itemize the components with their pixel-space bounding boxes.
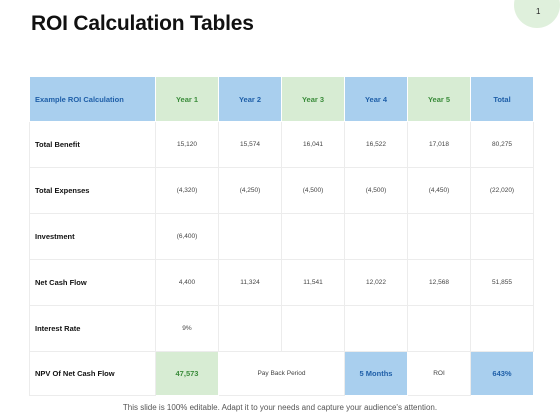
header-cell: Year 2 bbox=[218, 76, 282, 122]
table-cell bbox=[470, 213, 534, 260]
table-cell bbox=[407, 305, 471, 352]
row-label: Total Expenses bbox=[29, 167, 156, 214]
header-cell: Year 5 bbox=[407, 76, 471, 122]
table-cell: Pay Back Period bbox=[218, 351, 345, 396]
table-row: NPV Of Net Cash Flow 47,573 Pay Back Perio… bbox=[29, 351, 534, 396]
table-header: Example ROI Calculation Year 1 Year 2 Year… bbox=[29, 76, 534, 122]
table-cell: 15,574 bbox=[218, 121, 282, 168]
table-cell bbox=[281, 305, 345, 352]
table-cell bbox=[344, 305, 408, 352]
table-cell: 11,324 bbox=[218, 259, 282, 306]
table-cell: 15,120 bbox=[155, 121, 219, 168]
table-cell: 12,568 bbox=[407, 259, 471, 306]
table-cell: (22,020) bbox=[470, 167, 534, 214]
table-cell: (4,250) bbox=[218, 167, 282, 214]
table-cell: 47,573 bbox=[155, 351, 219, 396]
table-cell bbox=[281, 213, 345, 260]
table-cell: (4,450) bbox=[407, 167, 471, 214]
table-row: Net Cash Flow 4,400 11,324 11,541 12,022 12,5… bbox=[29, 259, 534, 306]
table-cell: ROI bbox=[407, 351, 471, 396]
header-row: Example ROI Calculation Year 1 Year 2 Year… bbox=[29, 76, 534, 122]
table-row: Interest Rate 9% bbox=[29, 305, 534, 352]
table-cell: (4,500) bbox=[344, 167, 408, 214]
table-cell: 4,400 bbox=[155, 259, 219, 306]
table-cell: 11,541 bbox=[281, 259, 345, 306]
page-number: 1 bbox=[536, 7, 541, 16]
row-label: NPV Of Net Cash Flow bbox=[29, 351, 156, 396]
table-cell: 643% bbox=[470, 351, 534, 396]
header-cell: Year 3 bbox=[281, 76, 345, 122]
table-cell: 9% bbox=[155, 305, 219, 352]
table-cell: 5 Months bbox=[344, 351, 408, 396]
table-cell: (4,500) bbox=[281, 167, 345, 214]
table-cell: 80,275 bbox=[470, 121, 534, 168]
table-cell: 17,018 bbox=[407, 121, 471, 168]
row-label: Net Cash Flow bbox=[29, 259, 156, 306]
header-cell: Year 1 bbox=[155, 76, 219, 122]
table-row: Total Benefit 15,120 15,574 16,041 16,522 17,… bbox=[29, 121, 534, 168]
table-cell: (6,400) bbox=[155, 213, 219, 260]
table-body: Total Benefit 15,120 15,574 16,041 16,522 17,… bbox=[29, 121, 534, 396]
table-row: Investment (6,400) bbox=[29, 213, 534, 260]
table-cell: 16,041 bbox=[281, 121, 345, 168]
table-cell bbox=[344, 213, 408, 260]
table-cell: (4,320) bbox=[155, 167, 219, 214]
roi-table: Example ROI Calculation Year 1 Year 2 Year… bbox=[29, 76, 534, 396]
row-label: Investment bbox=[29, 213, 156, 260]
table-row: Total Expenses (4,320) (4,250) (4,500) (4,50… bbox=[29, 167, 534, 214]
footer-note: This slide is 100% editable. Adapt it to… bbox=[122, 403, 438, 412]
row-label: Total Benefit bbox=[29, 121, 156, 168]
table-cell bbox=[218, 213, 282, 260]
table-cell: 16,522 bbox=[344, 121, 408, 168]
table-cell: 12,022 bbox=[344, 259, 408, 306]
header-label: Example ROI Calculation bbox=[29, 76, 156, 122]
header-cell: Total bbox=[470, 76, 534, 122]
table-cell: 51,855 bbox=[470, 259, 534, 306]
header-cell: Year 4 bbox=[344, 76, 408, 122]
table-cell bbox=[470, 305, 534, 352]
table-cell bbox=[407, 213, 471, 260]
row-label: Interest Rate bbox=[29, 305, 156, 352]
slide-title: ROI Calculation Tables bbox=[31, 12, 254, 35]
table-cell bbox=[218, 305, 282, 352]
